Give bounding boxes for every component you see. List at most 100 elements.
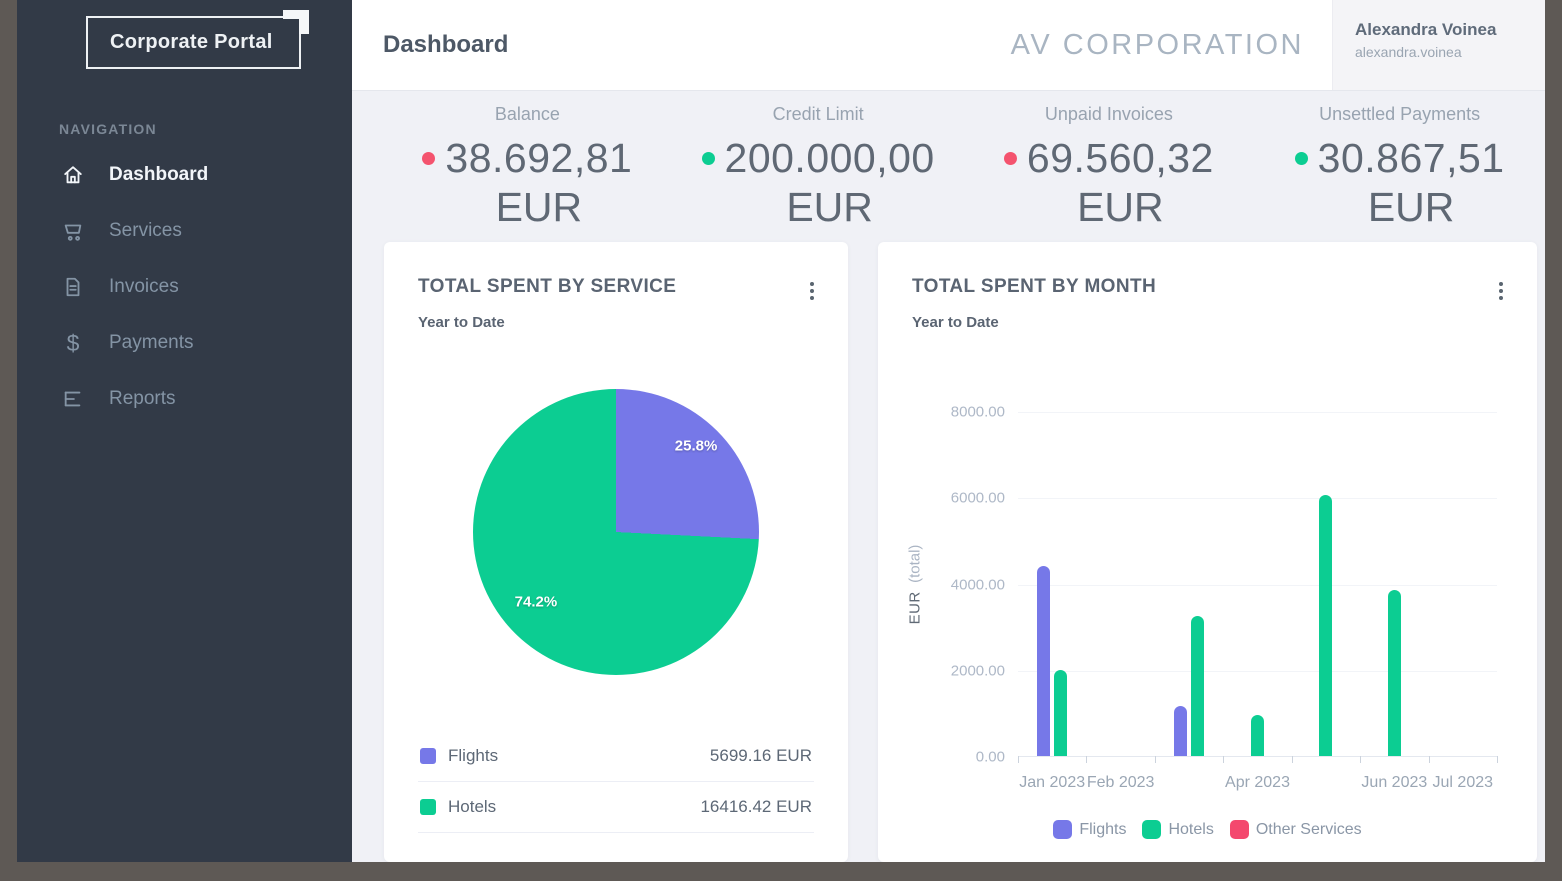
x-tick-mark <box>1018 756 1019 763</box>
invoice-icon <box>61 275 85 299</box>
card-subtitle: Year to Date <box>912 314 999 331</box>
sidebar-item-label: Services <box>109 220 182 241</box>
x-tick-label: Jun 2023 <box>1361 774 1428 791</box>
status-dot <box>701 152 715 165</box>
x-tick-label: Apr 2023 <box>1225 774 1290 791</box>
stat-currency: EUR <box>1367 184 1455 230</box>
stat-currency: EUR <box>786 184 873 230</box>
sidebar-item-label: Invoices <box>109 276 179 297</box>
pie-chart: 25.8% 74.2% <box>473 389 759 675</box>
kebab-menu-icon[interactable] <box>1495 278 1507 304</box>
legend-label: Hotels <box>448 797 497 816</box>
pie-chart-graphic[interactable] <box>473 389 759 675</box>
gridline <box>1018 498 1497 500</box>
sidebar-item-payments[interactable]: $ Payments <box>17 315 352 371</box>
stat-value: 30.867,51 <box>1317 135 1505 181</box>
stat-credit-limit: Credit Limit 200.000,00 EUR <box>673 104 964 242</box>
user-name: Alexandra Voinea <box>1355 20 1497 39</box>
stat-label: Credit Limit <box>772 104 864 124</box>
y-tick-label: 0.00 <box>975 748 1005 766</box>
x-tick-mark <box>1428 756 1430 763</box>
y-tick-label: 2000.00 <box>950 662 1005 680</box>
y-tick-label: 8000.00 <box>950 403 1005 421</box>
stat-unsettled-payments: Unsettled Payments 30.867,51 EUR <box>1254 104 1545 242</box>
legend-row-flights: Flights 5699.16 EUR <box>418 731 814 782</box>
stat-label: Unsettled Payments <box>1319 104 1481 124</box>
user-menu[interactable]: Alexandra Voinea alexandra.voinea <box>1332 0 1545 90</box>
card-subtitle: Year to Date <box>418 314 505 331</box>
sidebar-item-reports[interactable]: Reports <box>17 371 352 427</box>
kebab-menu-icon[interactable] <box>806 278 818 304</box>
x-tick-mark <box>1291 756 1293 763</box>
company-name: AV CORPORATION <box>1010 28 1304 61</box>
sidebar-item-invoices[interactable]: Invoices <box>17 259 352 315</box>
cards-row: TOTAL SPENT BY SERVICE Year to Date 25.8… <box>352 242 1545 862</box>
legend-item-hotels[interactable]: Hotels <box>1142 820 1214 839</box>
x-tick-mark <box>1360 756 1362 763</box>
page-title: Dashboard <box>383 31 509 58</box>
x-tick-label: Jul 2023 <box>1432 774 1494 791</box>
bar-chart-legend: Flights Hotels Other Services <box>878 820 1537 839</box>
pie-slice-label-hotels: 74.2% <box>514 593 558 611</box>
y-tick-label: 4000.00 <box>950 576 1005 593</box>
pie-legend: Flights 5699.16 EUR Hotels 16416.42 EUR <box>418 731 814 833</box>
home-icon <box>61 163 85 187</box>
legend-value: 5699.16 EUR <box>709 746 812 765</box>
sidebar-item-services[interactable]: Services <box>17 203 352 259</box>
sidebar-item-label: Payments <box>109 332 194 353</box>
logo-text: Corporate Portal <box>110 31 273 53</box>
bar-chart-plot: EUR (total) 0.00 2000.00 4000.00 6000.00 800… <box>907 404 1498 791</box>
card-title: TOTAL SPENT BY MONTH <box>912 276 1157 297</box>
legend-item-flights[interactable]: Flights <box>1053 820 1126 839</box>
legend-row-hotels: Hotels 16416.42 EUR <box>418 782 814 833</box>
stat-value: 69.560,32 <box>1026 135 1214 181</box>
status-dot <box>1294 152 1308 165</box>
legend-value: 16416.42 EUR <box>700 797 812 816</box>
card-title: TOTAL SPENT BY SERVICE <box>418 276 677 297</box>
corporate-portal-logo[interactable]: Corporate Portal <box>86 10 309 69</box>
x-tick-label: Feb 2023 <box>1086 774 1155 791</box>
legend-swatch <box>1229 820 1249 839</box>
hotels-swatch <box>420 799 436 815</box>
top-header: Dashboard AV CORPORATION Alexandra Voine… <box>352 0 1545 90</box>
x-tick-mark <box>1223 756 1225 763</box>
bar-hotels-may-2023[interactable] <box>1319 495 1333 756</box>
sidebar-item-dashboard[interactable]: Dashboard <box>17 147 352 203</box>
x-tick-mark <box>1154 756 1156 763</box>
sidebar: Corporate Portal NAVIGATION Dashboard Se… <box>17 0 352 862</box>
total-spent-by-month-card: TOTAL SPENT BY MONTH Year to Date EUR (t… <box>878 242 1537 862</box>
bar-flights-mar-2023[interactable] <box>1174 706 1188 756</box>
nav-section-label: NAVIGATION <box>59 121 157 137</box>
main-area: Dashboard AV CORPORATION Alexandra Voine… <box>352 0 1545 862</box>
stat-label: Balance <box>494 104 560 124</box>
stat-balance: Balance 38.692,81 EUR <box>382 104 673 242</box>
pie-slice-label-flights: 25.8% <box>674 437 718 455</box>
bar-hotels-jan-2023[interactable] <box>1054 669 1068 756</box>
gridline <box>1018 670 1497 672</box>
x-tick-mark <box>1497 756 1498 763</box>
legend-label: Flights <box>448 746 499 765</box>
legend-label: Flights <box>1079 820 1127 838</box>
stat-currency: EUR <box>1077 184 1164 230</box>
legend-item-other-services[interactable]: Other Services <box>1229 820 1362 839</box>
bar-flights-jan-2023[interactable] <box>1037 566 1051 756</box>
gridline <box>1018 584 1497 586</box>
legend-label: Other Services <box>1255 820 1362 838</box>
total-spent-by-service-card: TOTAL SPENT BY SERVICE Year to Date 25.8… <box>384 242 848 862</box>
stat-unpaid-invoices: Unpaid Invoices 69.560,32 EUR <box>964 104 1255 242</box>
bar-hotels-apr-2023[interactable] <box>1251 715 1264 756</box>
flights-swatch <box>420 748 436 764</box>
logo-corner-icon <box>278 10 309 34</box>
sidebar-item-label: Dashboard <box>109 164 209 185</box>
sidebar-item-label: Reports <box>109 388 176 409</box>
app-window: Corporate Portal NAVIGATION Dashboard Se… <box>17 0 1545 862</box>
bar-hotels-jun-2023[interactable] <box>1387 589 1401 756</box>
legend-label: Hotels <box>1168 820 1214 838</box>
stats-row: Balance 38.692,81 EUR Credit Limit <box>352 90 1545 242</box>
stat-value: 200.000,00 <box>724 135 935 181</box>
status-dot <box>1003 152 1017 165</box>
legend-swatch <box>1142 820 1162 839</box>
bar-hotels-mar-2023[interactable] <box>1191 615 1205 756</box>
y-axis-title: EUR (total) <box>906 544 924 624</box>
